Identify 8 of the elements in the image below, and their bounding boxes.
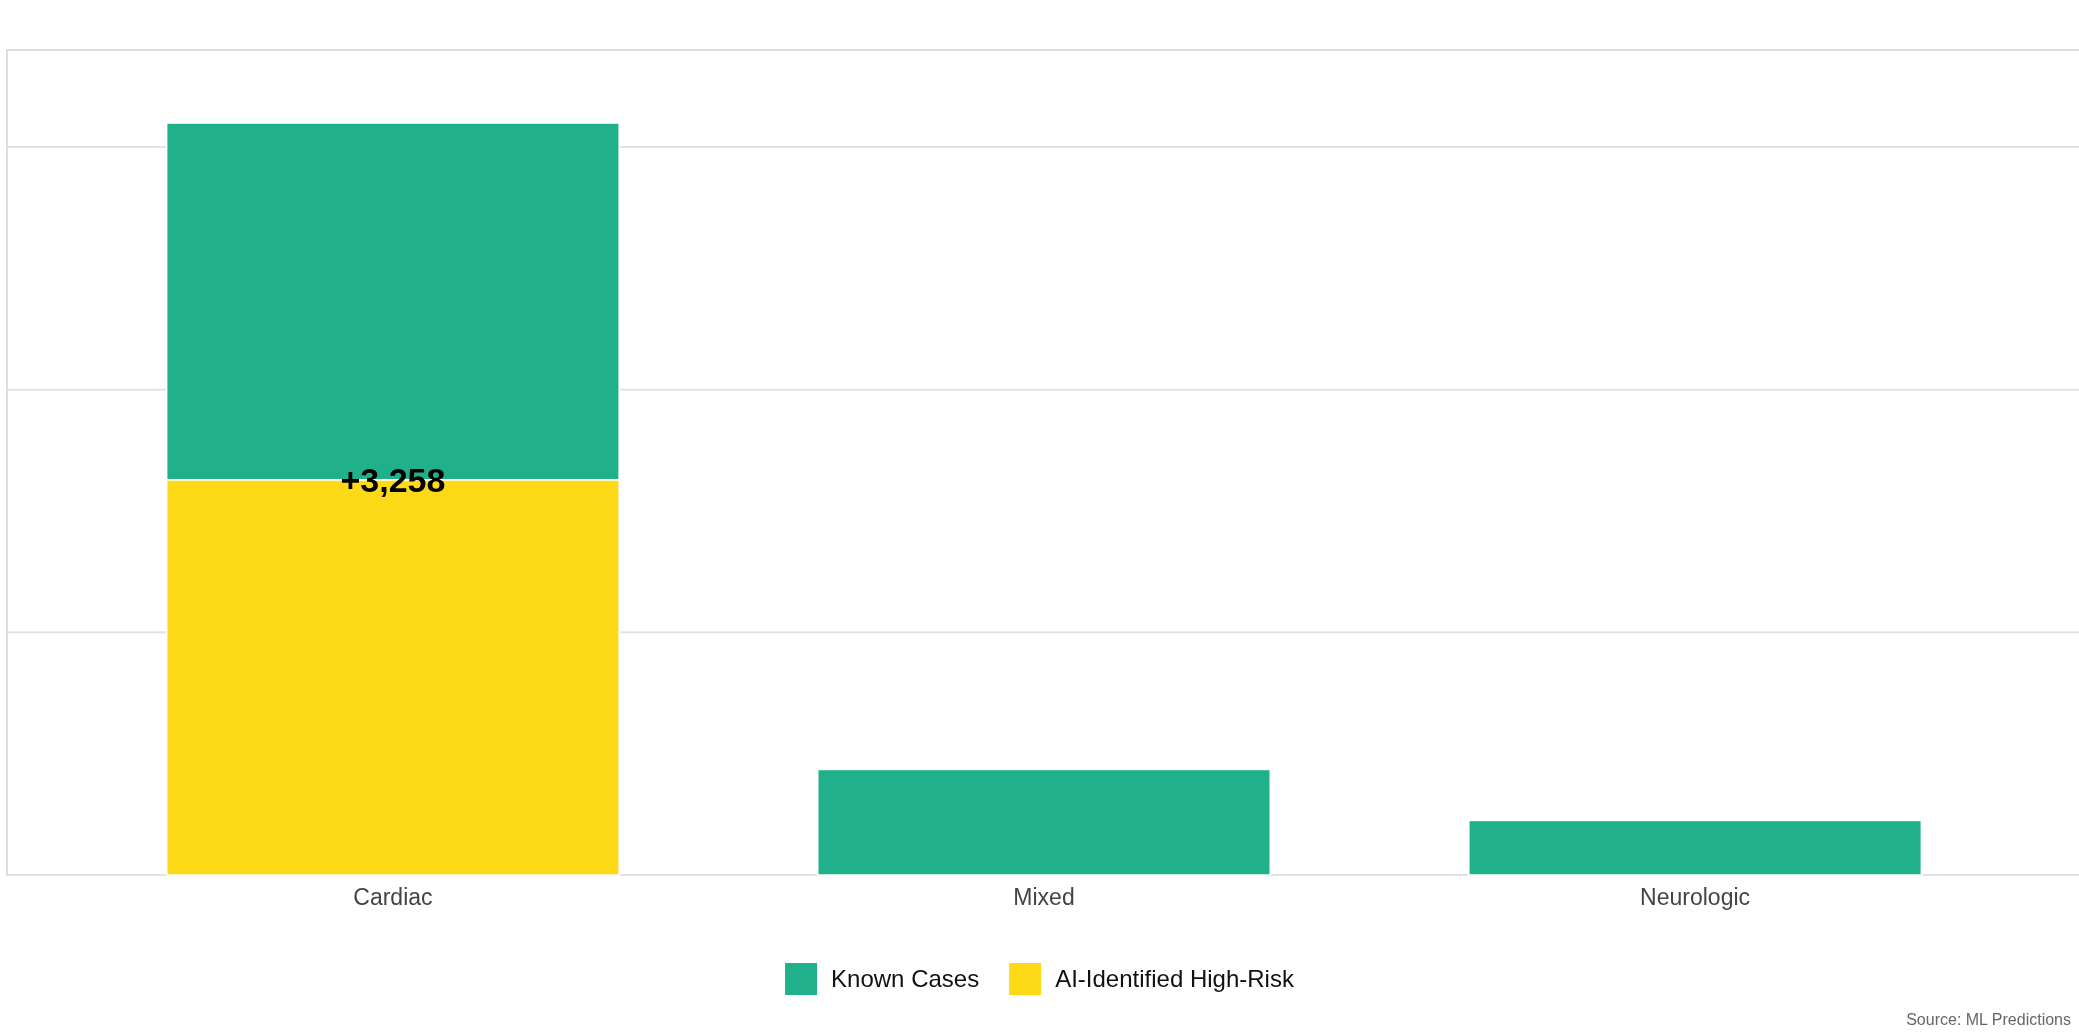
bar bbox=[817, 768, 1271, 876]
source-note: Source: ML Predictions bbox=[1906, 1011, 2071, 1028]
bar bbox=[1468, 819, 1923, 876]
x-tick-label: Cardiac bbox=[353, 884, 433, 911]
legend-label: AI-Identified High-Risk bbox=[1055, 965, 1295, 993]
legend-label: Known Cases bbox=[831, 965, 980, 993]
x-tick-label: Mixed bbox=[1013, 884, 1075, 911]
x-tick-label: Neurologic bbox=[1640, 884, 1751, 911]
